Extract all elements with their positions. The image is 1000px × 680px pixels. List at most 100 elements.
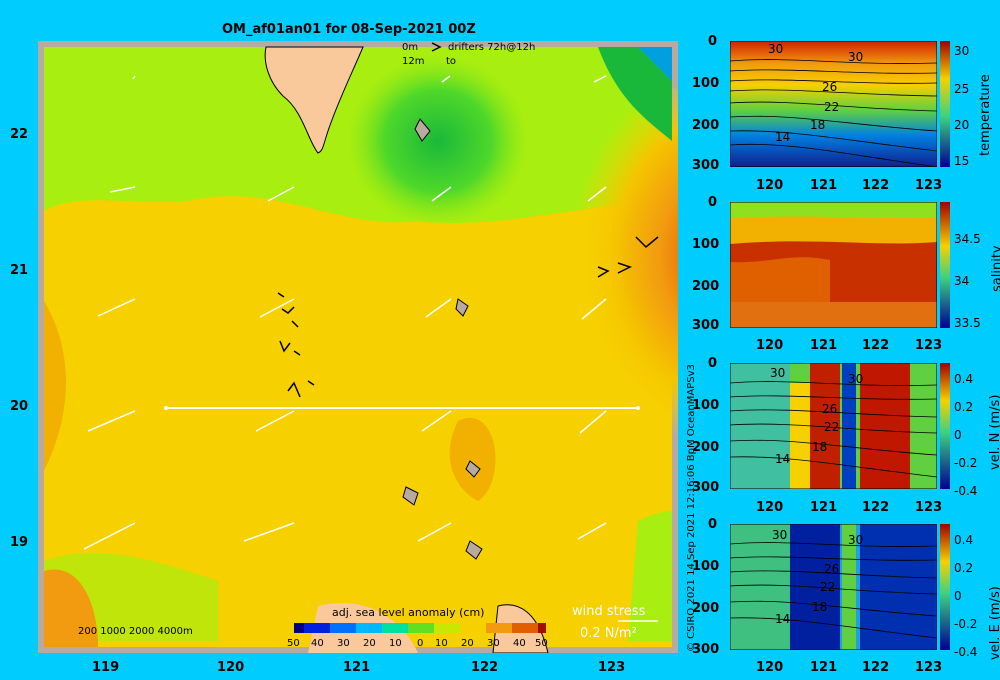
vel-e-colorbar (940, 524, 950, 650)
panel-y-tick: 200 (692, 279, 720, 294)
cb-tick: 0.4 (954, 533, 974, 547)
vele-contour-label: 18 (812, 600, 828, 614)
cb-tick: 20 (954, 118, 970, 132)
wind-stress-scale: 0.2 N/m² (580, 626, 637, 641)
panel-y-tick: 300 (692, 480, 720, 495)
sla-colorbar (294, 623, 546, 633)
temp-contour-label: 14 (775, 130, 791, 144)
veln-contour-label: 18 (812, 440, 828, 454)
cb-tick: 25 (954, 82, 970, 96)
cb-tick: -0.2 (954, 617, 978, 631)
panel-x-tick: 121 (810, 660, 838, 675)
wind-stress-label: wind stress (572, 604, 646, 619)
salinity-colorbar (940, 202, 950, 328)
panel-y-tick: 100 (692, 237, 720, 252)
panel-y-tick: 0 (708, 356, 718, 371)
panel-x-tick: 121 (810, 338, 838, 353)
temp-contour-label: 30 (848, 50, 864, 64)
map-x-tick: 120 (217, 660, 245, 675)
vel-e-section (730, 524, 937, 650)
cb-tick: 34.5 (954, 232, 981, 246)
veln-contour-label: 26 (822, 402, 838, 416)
panel-label-temperature: temperature (978, 74, 993, 156)
cb-tick: 34 (954, 274, 970, 288)
map-title: OM_af01an01 for 08-Sep-2021 00Z (222, 22, 476, 37)
depth-legend: 200 1000 2000 4000m (78, 626, 193, 637)
map-x-tick: 121 (343, 660, 371, 675)
panel-y-tick: 0 (708, 517, 718, 532)
panel-x-tick: 120 (756, 178, 784, 193)
map-y-tick: 22 (10, 127, 29, 142)
map-x-tick: 123 (598, 660, 626, 675)
drifters-label: drifters 72h@12h (448, 42, 536, 53)
panel-label-salinity: salinity (990, 245, 1000, 292)
panel-y-tick: 200 (692, 440, 720, 455)
vele-contour-label: 30 (848, 533, 864, 547)
vele-contour-label: 26 (824, 562, 840, 576)
cb-tick: -0.4 (954, 645, 978, 659)
panel-x-tick: 121 (810, 500, 838, 515)
map-y-tick: 19 (10, 535, 29, 550)
map-x-tick: 122 (471, 660, 499, 675)
panel-x-tick: 122 (862, 178, 890, 193)
vele-contour-label: 14 (775, 612, 791, 626)
panel-y-tick: 300 (692, 642, 720, 657)
panel-y-tick: 0 (708, 34, 718, 49)
sea-level-map (38, 41, 678, 653)
panel-y-tick: 100 (692, 559, 720, 574)
panel-label-vel-e: vel. E (m/s) (988, 586, 1000, 660)
sla-label: adj. sea level anomaly (cm) (332, 606, 485, 619)
panel-x-tick: 123 (915, 500, 943, 515)
veln-contour-label: 30 (848, 372, 864, 386)
panel-x-tick: 123 (915, 660, 943, 675)
panel-y-tick: 0 (708, 195, 718, 210)
panel-y-tick: 300 (692, 158, 720, 173)
vel-n-section (730, 363, 937, 489)
panel-x-tick: 121 (810, 178, 838, 193)
panel-x-tick: 122 (862, 660, 890, 675)
veln-contour-label: 14 (775, 452, 791, 466)
temp-contour-label: 18 (810, 118, 826, 132)
cb-tick: 33.5 (954, 316, 981, 330)
cb-tick: 15 (954, 154, 970, 168)
panel-y-tick: 200 (692, 118, 720, 133)
drifters-to-label: to (446, 56, 457, 67)
map-y-tick: 20 (10, 399, 29, 414)
drifters-0m-label: 0m (402, 42, 419, 53)
panel-x-tick: 123 (915, 338, 943, 353)
panel-y-tick: 300 (692, 318, 720, 333)
land-taiwan (264, 46, 364, 154)
panel-y-tick: 100 (692, 76, 720, 91)
temperature-colorbar (940, 41, 950, 167)
panel-x-tick: 122 (862, 500, 890, 515)
panel-x-tick: 123 (915, 178, 943, 193)
vele-contour-label: 22 (820, 580, 836, 594)
cb-tick: 0.4 (954, 372, 974, 386)
temp-contour-label: 26 (822, 80, 838, 94)
salinity-section (730, 202, 937, 328)
temperature-section (730, 41, 937, 167)
panel-y-tick: 100 (692, 398, 720, 413)
cb-tick: 30 (954, 44, 970, 58)
veln-contour-label: 30 (770, 366, 786, 380)
cb-tick: -0.2 (954, 456, 978, 470)
temp-contour-label: 30 (768, 42, 784, 56)
vele-contour-label: 30 (772, 528, 788, 542)
veln-contour-label: 22 (824, 420, 840, 434)
cb-tick: 0 (954, 589, 962, 603)
cb-tick: 0 (954, 428, 962, 442)
vel-n-colorbar (940, 363, 950, 489)
temp-contour-label: 22 (824, 100, 840, 114)
map-x-tick: 119 (92, 660, 120, 675)
panel-x-tick: 120 (756, 338, 784, 353)
panel-x-tick: 120 (756, 500, 784, 515)
map-y-tick: 21 (10, 263, 29, 278)
panel-x-tick: 122 (862, 338, 890, 353)
drifters-12m-label: 12m (402, 56, 425, 67)
panel-x-tick: 120 (756, 660, 784, 675)
cb-tick: 0.2 (954, 561, 974, 575)
panel-y-tick: 200 (692, 601, 720, 616)
cb-tick: 0.2 (954, 400, 974, 414)
cb-tick: -0.4 (954, 484, 978, 498)
panel-label-vel-n: vel. N (m/s) (988, 394, 1000, 470)
